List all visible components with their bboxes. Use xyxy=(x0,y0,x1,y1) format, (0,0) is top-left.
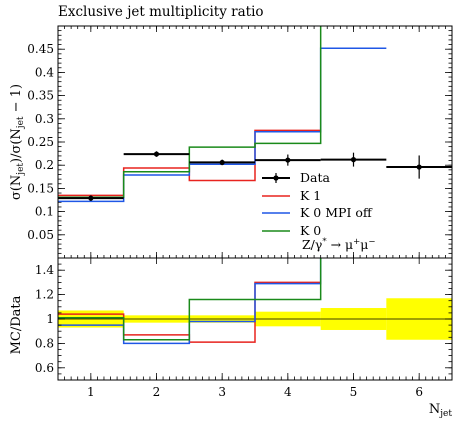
ratio-series-group xyxy=(58,258,452,345)
ratio-y-axis-label: MC/Data xyxy=(9,295,24,354)
process-label: Z/γ* → μ+μ− xyxy=(302,237,376,252)
ratio-y-tick-label: 1.4 xyxy=(35,263,54,277)
x-tick-label: 2 xyxy=(153,385,161,399)
ratio-y-tick-label: 1 xyxy=(46,312,54,326)
data-point xyxy=(350,157,357,163)
main-y-tick-label: 0.4 xyxy=(35,65,54,79)
main-y-tick-label: 0.3 xyxy=(35,112,54,126)
main-y-tick-label: 0.45 xyxy=(27,42,54,56)
series-k-0-line xyxy=(58,26,322,198)
ratio-y-tick-label: 0.8 xyxy=(35,336,54,350)
main-y-tick-label: 0.25 xyxy=(27,135,54,149)
main-y-tick-label: 0.35 xyxy=(27,89,54,103)
main-y-tick-label: 0.2 xyxy=(35,158,54,172)
series-k-0-mpi-off-line xyxy=(58,47,387,203)
main-y-axis-label: σ(Njet)/σ(Njet − 1) xyxy=(9,84,26,200)
data-point xyxy=(219,159,225,166)
ratio-k-0-line xyxy=(58,258,322,341)
data-point xyxy=(88,195,94,201)
ratio-frame xyxy=(57,257,453,381)
data-point xyxy=(416,164,422,170)
data-point xyxy=(285,157,291,163)
legend-entry-label: K 1 xyxy=(300,188,321,203)
ratio-y-tick-label: 1.2 xyxy=(35,288,54,302)
legend-entry-label: Data xyxy=(300,170,330,185)
main-y-tick-label: 0.1 xyxy=(35,205,54,219)
x-tick-label: 3 xyxy=(218,385,226,399)
data-point xyxy=(153,151,160,157)
legend: Data K 1 K 0 MPI off K 0Z/γ* → μ+μ− xyxy=(262,170,376,252)
main-series-group xyxy=(58,26,452,203)
main-y-tick-label: 0.05 xyxy=(27,228,54,242)
x-tick-label: 1 xyxy=(87,385,95,399)
legend-entry-label: K 0 MPI off xyxy=(300,205,373,220)
legend-data-marker-point xyxy=(273,175,279,181)
ratio-y-tick-label: 0.6 xyxy=(35,361,54,375)
chart-title: Exclusive jet multiplicity ratio xyxy=(58,4,264,20)
x-tick-label: 5 xyxy=(350,385,358,399)
ratio-panel: 0.6 0.8 1 1.2 1.4 1 2 3 4 5 6 xyxy=(35,257,453,399)
legend-entry-label: K 0 xyxy=(300,223,321,238)
main-panel: 0.05 0.1 0.15 0.2 0.25 0.3 0.35 0.4 0.45 xyxy=(27,25,453,259)
x-axis-label: Njet xyxy=(429,402,452,419)
main-y-tick-label: 0.15 xyxy=(27,181,54,195)
x-tick-label: 4 xyxy=(284,385,292,399)
x-tick-label: 6 xyxy=(415,385,423,399)
